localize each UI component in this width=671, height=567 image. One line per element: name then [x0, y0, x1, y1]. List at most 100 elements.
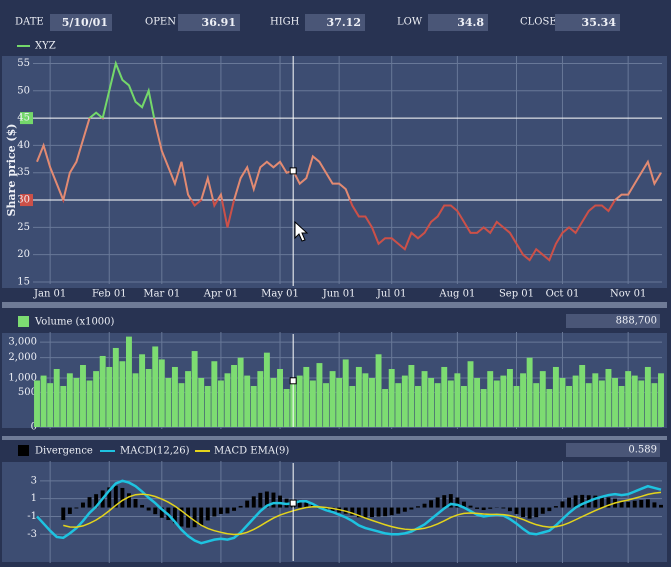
divergence-bar — [383, 507, 388, 517]
divergence-bar — [172, 507, 177, 524]
divergence-bar — [461, 501, 466, 508]
volume-bar — [152, 346, 159, 427]
volume-bar — [53, 369, 60, 427]
readout-value: 0.589 — [628, 445, 657, 456]
y-tick-label: 50 — [17, 85, 30, 96]
y-tick-label: 20 — [17, 249, 30, 260]
y-tick-label: 2,000 — [8, 352, 37, 363]
volume-bar — [119, 361, 126, 427]
volume-bar — [355, 366, 362, 427]
volume-bar — [336, 377, 343, 427]
divergence-bar — [81, 502, 85, 508]
volume-bar — [93, 371, 100, 427]
divergence-bar — [225, 507, 230, 514]
volume-bar — [546, 389, 553, 427]
volume-bar — [644, 366, 651, 427]
volume-bar — [126, 336, 132, 427]
volume-bar — [362, 373, 369, 427]
divergence-bar — [455, 497, 460, 508]
volume-bar — [415, 385, 421, 427]
y-tick-label: 1 — [31, 493, 37, 504]
volume-bar — [86, 380, 93, 427]
volume-bar — [605, 369, 612, 427]
divergence-bar — [205, 507, 210, 521]
divergence-bar — [304, 501, 309, 508]
volume-bar — [283, 389, 290, 427]
volume-bar — [66, 373, 73, 427]
divergence-bar — [422, 503, 427, 508]
divergence-bar — [580, 494, 585, 508]
volume-bar — [204, 385, 211, 427]
volume-bar — [349, 385, 356, 427]
volume-bar — [375, 354, 382, 427]
readout-box — [305, 14, 365, 31]
divergence-bar — [258, 492, 263, 508]
divergence-bar — [521, 507, 526, 517]
volume-bar — [552, 366, 559, 427]
volume-bar — [309, 380, 316, 427]
volume-bar — [171, 366, 178, 427]
divergence-bar — [573, 495, 578, 508]
volume-bar — [460, 385, 467, 427]
divergence-bar — [376, 507, 381, 517]
volume-bar — [244, 375, 251, 427]
volume-bar — [158, 359, 165, 427]
price-line — [36, 60, 662, 262]
volume-bar — [638, 380, 645, 427]
y-tick-label: -1 — [27, 511, 37, 522]
divergence-bar — [448, 494, 453, 508]
x-tick-label: Jun 01 — [322, 289, 356, 300]
volume-bar — [592, 373, 599, 427]
y-tick-label: 35 — [17, 167, 30, 178]
volume-bar — [80, 365, 86, 427]
divergence-bar — [475, 507, 480, 509]
volume-bar — [487, 371, 494, 427]
volume-bar — [211, 361, 218, 427]
volume-bar — [237, 357, 244, 427]
volume-bar — [323, 383, 329, 427]
volume-bar — [474, 377, 481, 427]
volume-bar — [34, 380, 40, 427]
divergence-bar — [179, 507, 184, 527]
crosshair-marker — [289, 499, 297, 507]
x-tick-label: Jul 01 — [376, 289, 407, 300]
y-tick-label: 3 — [31, 475, 37, 486]
divergence-bar — [330, 507, 335, 512]
y-tick-label: 1,000 — [8, 372, 37, 383]
readout-box — [555, 14, 620, 31]
divergence-bar — [659, 504, 663, 508]
volume-bar — [185, 371, 192, 427]
divergence-bar — [238, 505, 243, 508]
readout-value: 34.8 — [457, 16, 484, 29]
volume-bar — [408, 365, 415, 427]
divergence-bar — [593, 495, 598, 508]
volume-bar — [191, 351, 198, 427]
volume-bar — [145, 369, 152, 427]
crosshair-marker — [289, 167, 297, 175]
y-tick-label: 40 — [17, 140, 30, 151]
readout-value: 888,700 — [616, 316, 657, 327]
legend-label: MACD(12,26) — [120, 446, 190, 457]
divergence-bar — [488, 507, 493, 509]
volume-bar — [526, 357, 533, 427]
divergence-bar — [567, 497, 572, 508]
volume-bar — [99, 355, 106, 427]
divergence-bar — [356, 507, 361, 518]
y-axis-title: Share price ($) — [5, 124, 18, 217]
divergence-bar — [153, 507, 158, 515]
readout-label: CLOSE — [520, 17, 557, 28]
readout-label: DATE — [15, 17, 44, 28]
readout-box — [566, 314, 660, 328]
volume-bar — [598, 380, 605, 427]
separator — [2, 436, 667, 440]
legend-label: Divergence — [35, 446, 93, 457]
divergence-bar — [278, 495, 283, 508]
y-tick-label: 30 — [17, 195, 30, 206]
readout-value: 35.34 — [582, 16, 617, 29]
volume-bar — [263, 352, 270, 427]
divergence-bar — [534, 507, 539, 518]
divergence-bar — [632, 500, 637, 508]
volume-bar — [132, 373, 139, 427]
divergence-bar — [396, 507, 401, 514]
price-panel — [2, 56, 667, 288]
